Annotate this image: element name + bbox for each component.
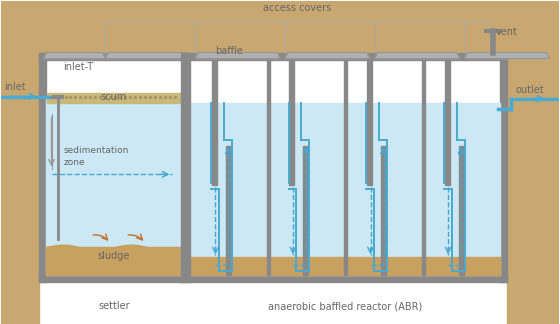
Polygon shape <box>195 52 280 59</box>
Bar <box>45 60 501 275</box>
Text: access covers: access covers <box>263 3 331 13</box>
Text: inlet-T: inlet-T <box>63 62 94 72</box>
Bar <box>501 52 507 282</box>
Bar <box>381 146 386 275</box>
Bar <box>507 1 559 324</box>
Bar <box>304 146 309 275</box>
Text: baffle: baffle <box>215 46 242 56</box>
Polygon shape <box>44 52 105 59</box>
Text: anaerobic baffled reactor (ABR): anaerobic baffled reactor (ABR) <box>268 301 422 311</box>
Bar <box>190 257 268 275</box>
Text: outlet: outlet <box>515 85 544 95</box>
Bar <box>190 102 268 275</box>
Bar <box>226 146 231 275</box>
Polygon shape <box>465 52 549 59</box>
Polygon shape <box>105 52 190 59</box>
Bar <box>45 98 182 275</box>
Polygon shape <box>285 52 370 59</box>
Bar <box>367 60 372 185</box>
Bar <box>290 60 295 185</box>
Bar <box>459 146 464 275</box>
Bar <box>346 102 423 275</box>
Polygon shape <box>375 52 460 59</box>
Text: settler: settler <box>98 301 130 311</box>
Text: sedimentation
zone: sedimentation zone <box>63 146 129 167</box>
Bar <box>423 257 501 275</box>
Bar <box>346 257 423 275</box>
Bar <box>39 275 507 282</box>
Text: inlet: inlet <box>4 82 25 92</box>
Bar <box>39 52 45 282</box>
Bar <box>46 93 181 102</box>
Bar <box>422 60 425 275</box>
Text: scum: scum <box>101 91 127 101</box>
Text: vent: vent <box>496 27 517 37</box>
Bar <box>45 247 182 275</box>
Bar <box>39 52 507 60</box>
Bar <box>344 60 347 275</box>
Bar <box>181 52 190 282</box>
Bar <box>267 60 270 275</box>
Bar <box>1 1 559 57</box>
Bar <box>268 102 346 275</box>
Bar <box>268 257 346 275</box>
Bar <box>445 60 450 185</box>
Bar <box>423 102 501 275</box>
Bar <box>212 60 217 185</box>
Text: sludge: sludge <box>97 251 130 261</box>
Bar <box>1 1 39 324</box>
